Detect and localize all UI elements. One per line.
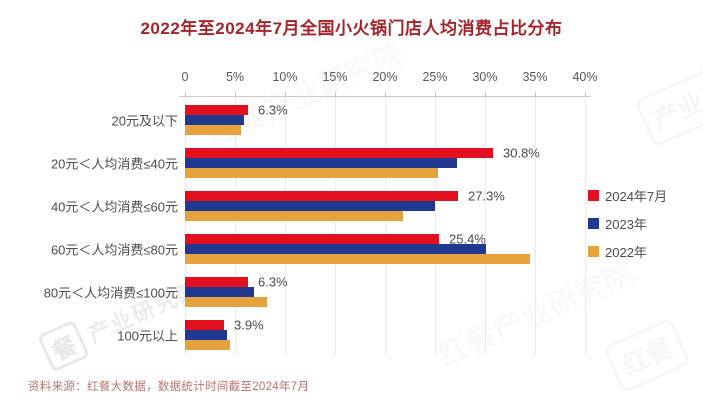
bar-2024年7月	[185, 320, 224, 330]
legend-item: 2024年7月	[588, 186, 667, 205]
legend-item: 2023年	[588, 214, 667, 233]
bar-2022年	[185, 297, 267, 307]
gridline	[435, 97, 436, 355]
bar-value-label: 6.3%	[258, 274, 288, 290]
chart-title: 2022年至2024年7月全国小火锅门店人均消费占比分布	[140, 19, 563, 38]
category-label: 60元＜人均消费≤80元	[50, 242, 178, 258]
bar-2022年	[185, 125, 241, 135]
bar-2023年	[185, 115, 244, 125]
x-tick-mark	[535, 92, 536, 97]
gridline	[535, 97, 536, 355]
bar-2024年7月	[185, 277, 248, 287]
legend-swatch-icon	[588, 246, 599, 257]
x-tick-label: 25%	[422, 70, 448, 84]
category-label: 80元＜人均消费≤100元	[43, 285, 178, 301]
plot-area: 6.3% 30.8% 27.3% 25.4% 6.3% 3.9%	[185, 97, 586, 355]
gridline	[235, 97, 236, 355]
x-tick-label: 15%	[322, 70, 348, 84]
category-label: 100元以上	[117, 328, 178, 344]
bar-2023年	[185, 158, 457, 168]
bar-value-label: 27.3%	[468, 188, 505, 204]
x-tick-label: 5%	[225, 70, 245, 84]
x-tick-mark	[335, 92, 336, 97]
x-tick-label: 20%	[372, 70, 398, 84]
x-tick-mark	[435, 92, 436, 97]
bar-2022年	[185, 168, 438, 178]
bar-2023年	[185, 201, 435, 211]
bar-2022年	[185, 211, 403, 221]
legend: 2024年7月 2023年 2022年	[588, 186, 667, 270]
gridline	[285, 97, 286, 355]
x-axis: 0 5% 10% 15% 20% 25% 30% 35% 40%	[179, 60, 598, 97]
x-tick-mark	[285, 92, 286, 97]
x-tick-label: 10%	[272, 70, 298, 84]
legend-label: 2023年	[605, 217, 647, 232]
watermark-stamp-top-right: 产业研究院	[634, 39, 703, 148]
x-tick-mark	[385, 92, 386, 97]
bar-2022年	[185, 340, 230, 350]
gridline	[585, 97, 586, 355]
x-tick-mark	[585, 92, 586, 97]
gridline	[185, 97, 186, 355]
legend-label: 2024年7月	[605, 189, 668, 204]
source-note: 资料来源：红餐大数据，数据统计时间截至2024年7月	[28, 381, 310, 393]
bar-value-label: 30.8%	[503, 145, 540, 161]
category-label: 20元及以下	[111, 113, 178, 129]
bar-2022年	[185, 254, 530, 264]
bar-value-label: 6.3%	[258, 102, 288, 118]
watermark-stamp-bottom-right: 红餐	[602, 317, 692, 394]
x-tick-label: 35%	[522, 70, 548, 84]
bar-2023年	[185, 330, 227, 340]
x-tick-label: 0	[181, 70, 189, 84]
bar-2023年	[185, 244, 486, 254]
category-label: 20元＜人均消费≤40元	[50, 156, 178, 172]
legend-item: 2022年	[588, 242, 667, 261]
bar-2024年7月	[185, 148, 493, 158]
legend-swatch-icon	[588, 218, 599, 229]
bar-2024年7月	[185, 234, 439, 244]
gridline	[385, 97, 386, 355]
x-tick-label: 30%	[472, 70, 498, 84]
legend-swatch-icon	[588, 190, 599, 201]
bar-2024年7月	[185, 105, 248, 115]
legend-label: 2022年	[605, 245, 647, 260]
category-label: 40元＜人均消费≤60元	[50, 199, 178, 215]
bar-value-label: 3.9%	[234, 317, 264, 333]
x-tick-mark	[235, 92, 236, 97]
bar-2024年7月	[185, 191, 458, 201]
bar-2023年	[185, 287, 254, 297]
gridline	[335, 97, 336, 355]
x-tick-label: 40%	[572, 70, 598, 84]
bar-value-label: 25.4%	[449, 231, 486, 247]
x-tick-mark	[185, 92, 186, 97]
category-axis: 20元及以下 20元＜人均消费≤40元 40元＜人均消费≤60元 60元＜人均消费≤8…	[0, 97, 178, 355]
gridline	[485, 97, 486, 355]
x-tick-mark	[485, 92, 486, 97]
